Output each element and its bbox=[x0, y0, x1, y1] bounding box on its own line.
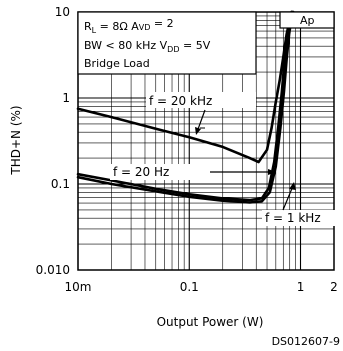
label-bg-20hz bbox=[110, 164, 208, 180]
arrowhead-1khz bbox=[289, 182, 296, 190]
y-tick-label: 0.1 bbox=[51, 177, 70, 191]
figure-id: DS012607-9 bbox=[272, 335, 340, 348]
arrowhead-20khz bbox=[195, 127, 201, 135]
arrowhead-20hz bbox=[268, 169, 276, 175]
x-axis-title: Output Power (W) bbox=[157, 315, 264, 329]
conditions-line-2: BW < 80 kHz VDD = 5V bbox=[84, 39, 211, 54]
series-line-2 bbox=[76, 10, 295, 204]
y-tick-label: 1 bbox=[62, 91, 70, 105]
x-tick-label: 0.1 bbox=[180, 280, 199, 294]
tick-labels: 10m 0.1 1 2 0.010 0.1 1 10 bbox=[36, 5, 338, 294]
x-tick-label: 2 bbox=[330, 280, 338, 294]
label-20khz: f = 20 kHz bbox=[149, 94, 212, 108]
label-bg-20khz bbox=[146, 92, 256, 108]
y-axis-title: THD+N (%) bbox=[9, 105, 23, 175]
leader-1khz bbox=[282, 185, 294, 211]
corner-label: Ap bbox=[300, 14, 315, 27]
corner-label-box bbox=[279, 11, 335, 29]
series-lines bbox=[76, 10, 295, 204]
label-bg-1khz bbox=[262, 210, 336, 226]
x-tick-label: 10m bbox=[65, 280, 92, 294]
x-tick-label: 1 bbox=[297, 280, 305, 294]
conditions-box bbox=[77, 11, 257, 75]
y-tick-label: 10 bbox=[55, 5, 70, 19]
conditions-line-1: RL = 8Ω AVD = 2 bbox=[84, 17, 174, 35]
series-line-1 bbox=[76, 10, 293, 202]
label-20hz: f = 20 Hz bbox=[113, 165, 169, 179]
conditions-line-3: Bridge Load bbox=[84, 57, 150, 70]
y-tick-label: 0.010 bbox=[36, 263, 70, 277]
label-1khz: f = 1 kHz bbox=[265, 211, 321, 225]
